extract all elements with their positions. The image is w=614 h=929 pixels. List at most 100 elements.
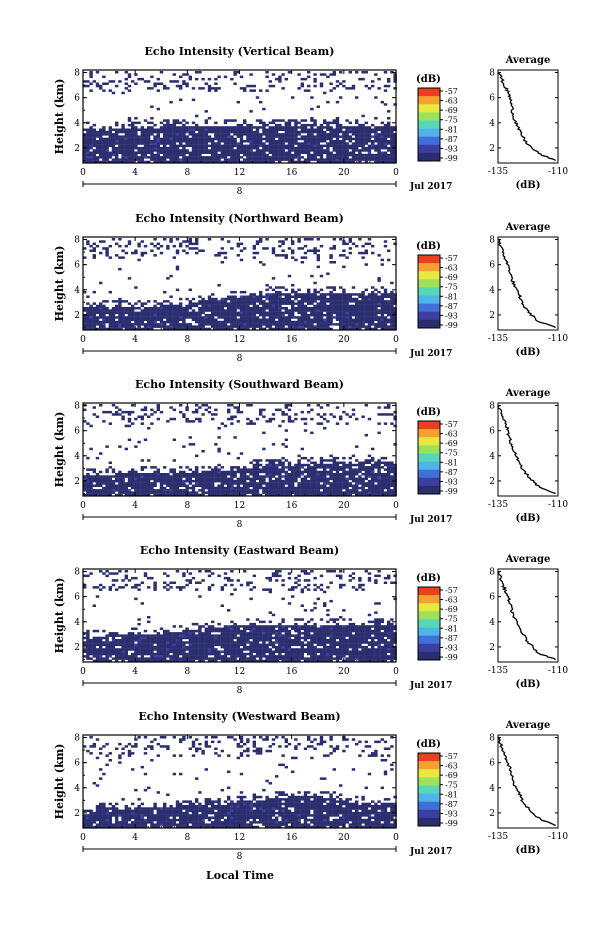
heatmap-cell [153, 410, 157, 414]
heatmap-cell [211, 325, 215, 328]
heatmap-cell [342, 84, 346, 88]
heatmap-cell [185, 406, 189, 409]
heatmap-cell [316, 158, 320, 161]
heatmap-cell [252, 320, 256, 324]
heatmap-cell [326, 311, 330, 315]
heatmap-cell [262, 153, 266, 157]
heatmap-cell [249, 110, 253, 113]
heatmap-cell [377, 290, 381, 294]
heatmap-cell [211, 417, 215, 421]
heatmap-cell [195, 468, 199, 471]
heatmap-cell [140, 151, 144, 154]
heatmap-cell [367, 461, 372, 464]
heatmap-cell [227, 484, 231, 487]
heatmap-cell [198, 126, 202, 129]
heatmap-cell [147, 320, 151, 324]
heatmap-cell [319, 422, 324, 425]
heatmap-cell [207, 238, 212, 241]
heatmap-cell [271, 309, 276, 312]
heatmap-cell [201, 404, 205, 407]
heatmap-cell [371, 479, 375, 483]
heatmap-cell [374, 325, 378, 328]
heatmap-cell [371, 156, 375, 159]
heatmap-cell [182, 307, 186, 310]
heatmap-cell [185, 316, 189, 319]
heatmap-cell [255, 130, 260, 134]
heatmap-cell [99, 482, 103, 485]
heatmap-cell [223, 297, 228, 301]
heatmap-cell [319, 463, 324, 467]
heatmap-cell [143, 406, 148, 409]
heatmap-cell [252, 153, 256, 157]
heatmap-cell [169, 80, 173, 83]
heatmap-cell [131, 144, 135, 148]
heatmap-cell [121, 477, 125, 481]
heatmap-cell [275, 479, 279, 483]
heatmap-cell [230, 149, 234, 152]
heatmap-cell [265, 137, 269, 141]
heatmap-cell [150, 484, 154, 487]
colorbar-segment [418, 437, 440, 446]
heatmap-cell [255, 493, 260, 497]
heatmap-cell [134, 142, 138, 145]
heatmap-cell [127, 89, 132, 92]
heatmap-cell [191, 146, 196, 150]
average-x-label: (dB) [516, 347, 541, 358]
heatmap-cell [89, 307, 93, 310]
heatmap-cell [185, 313, 189, 317]
heatmap-cell [249, 470, 253, 474]
heatmap-cell [335, 153, 340, 157]
heatmap-cell [300, 410, 304, 414]
heatmap-cell [195, 320, 199, 324]
heatmap-cell [236, 470, 240, 474]
heatmap-cell [179, 98, 183, 102]
heatmap-cell [275, 477, 279, 481]
heatmap-cell [89, 482, 93, 485]
heatmap-cell [268, 300, 272, 303]
colorbar-tick-label: -81 [445, 125, 458, 134]
heatmap-cell [380, 258, 384, 262]
heatmap-cell [364, 302, 368, 305]
heatmap-cell [99, 281, 103, 285]
heatmap-cell [342, 320, 346, 324]
heatmap-cell [89, 144, 93, 148]
heatmap-cell [86, 137, 90, 141]
heatmap-cell [259, 290, 263, 294]
heatmap-cell [377, 279, 381, 282]
heatmap-cell [259, 133, 263, 136]
heatmap-cell [211, 311, 215, 315]
heatmap-cell [316, 482, 320, 485]
heatmap-cell [374, 130, 378, 134]
heatmap-cell [150, 153, 154, 157]
heatmap-cell [275, 304, 279, 308]
heatmap-cell [118, 316, 122, 319]
heatmap-cell [102, 126, 106, 129]
heatmap-cell [236, 300, 240, 303]
heatmap-cell [115, 311, 119, 315]
heatmap-cell [143, 311, 148, 315]
heatmap-cell [355, 71, 359, 74]
heatmap-cell [227, 486, 231, 490]
heatmap-cell [291, 489, 295, 492]
heatmap-cell [239, 323, 244, 326]
heatmap-cell [166, 135, 170, 138]
heatmap-cell [223, 482, 228, 485]
heatmap-cell [278, 160, 282, 164]
heatmap-cell [121, 307, 125, 310]
heatmap-cell [380, 133, 384, 136]
heatmap-cell [329, 302, 333, 305]
heatmap-cell [105, 247, 109, 250]
heatmap-cell [86, 650, 90, 653]
heatmap-cell [243, 119, 247, 122]
heatmap-cell [204, 302, 208, 305]
heatmap-cell [307, 327, 311, 331]
heatmap-cell [361, 323, 365, 326]
heatmap-cell [127, 137, 132, 141]
heatmap-cell [201, 137, 205, 141]
heatmap-cell [163, 156, 167, 159]
heatmap-cell [351, 325, 356, 328]
heatmap-cell [383, 475, 388, 478]
heatmap-cell [127, 417, 132, 421]
heatmap-cell [351, 454, 356, 458]
heatmap-cell [169, 313, 173, 317]
